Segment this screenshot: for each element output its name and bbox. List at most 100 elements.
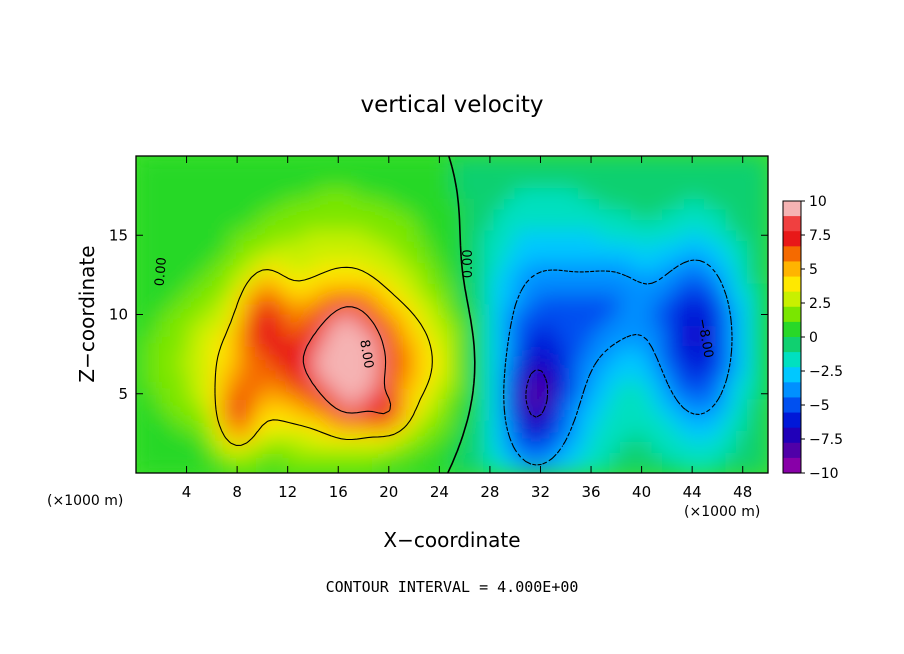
field-cell [146,419,158,432]
field-cell [756,303,768,315]
field-cell [230,176,242,189]
field-cell [377,229,390,242]
field-cell [419,377,432,389]
field-cell [293,261,306,273]
field-cell [346,176,358,189]
field-cell [651,430,664,442]
field-cell [556,218,569,231]
field-cell [451,314,464,326]
field-cell [409,303,421,315]
field-cell [672,387,685,400]
field-cell [367,208,379,220]
field-cell [651,208,664,220]
field-cell [683,409,695,421]
field-cell [735,324,748,337]
field-cell [346,240,358,252]
field-cell [546,430,558,442]
field-cell [209,356,221,368]
field-cell [156,430,169,442]
field-cell [662,271,674,284]
field-cell [714,419,727,432]
field-cell [398,314,411,326]
field-cell [620,356,632,368]
field-cell [451,218,464,231]
field-cell [641,335,653,347]
field-cell [567,345,579,358]
field-cell [261,271,274,284]
field-cell [504,187,516,199]
field-cell [356,419,369,432]
field-cell [146,430,158,442]
field-cell [620,324,632,337]
field-cell [419,398,432,411]
field-cell [683,461,695,473]
field-cell [156,366,169,379]
field-cell [409,240,421,252]
field-cell [672,440,685,453]
colorbar-segment [783,442,801,459]
field-cell [598,419,611,432]
field-cell [177,240,190,252]
field-cell [440,324,453,337]
field-cell [346,282,358,294]
field-cell [409,292,421,305]
field-cell [356,303,369,315]
field-cell [662,398,674,411]
field-cell [240,335,253,347]
field-cell [672,166,685,178]
field-cell [377,387,390,400]
field-cell [136,409,148,421]
colorbar-segment [783,306,801,323]
field-cell [735,314,748,326]
field-cell [462,324,474,337]
contour-line [447,156,476,473]
field-cell [325,451,337,463]
field-cell [609,387,622,400]
field-cell [662,176,674,189]
field-cell [451,324,464,337]
field-cell [651,461,664,473]
field-cell [136,208,148,220]
field-cell [693,461,706,473]
field-cell [430,166,442,178]
field-cell [251,345,263,358]
field-cell [146,187,158,199]
field-cell [177,314,190,326]
colorbar-segment [783,231,801,247]
field-cell [525,261,537,273]
field-cell [314,366,327,379]
field-cell [588,166,600,178]
field-cell [472,292,485,305]
field-cell [756,218,768,231]
field-cell [462,250,474,263]
field-cell [335,156,348,168]
field-cell [440,409,453,421]
field-cell [672,271,685,284]
field-cell [146,250,158,263]
field-cell [367,335,379,347]
field-cell [472,398,485,411]
field-cell [756,250,768,263]
field-cell [314,197,327,210]
field-cell [588,398,600,411]
field-cell [588,440,600,453]
field-cell [598,282,611,294]
field-cell [525,218,537,231]
field-cell [261,387,274,400]
field-cell [672,250,685,263]
field-cell [525,314,537,326]
field-cell [335,166,348,178]
field-cell [293,324,306,337]
field-cell [419,430,432,442]
field-cell [683,377,695,389]
field-cell [588,314,600,326]
field-cell [620,419,632,432]
field-cell [346,303,358,315]
field-cell [440,156,453,168]
field-cell [409,345,421,358]
field-cell [504,156,516,168]
field-cell [546,271,558,284]
field-cell [472,324,485,337]
field-cell [240,197,253,210]
field-cell [577,366,590,379]
